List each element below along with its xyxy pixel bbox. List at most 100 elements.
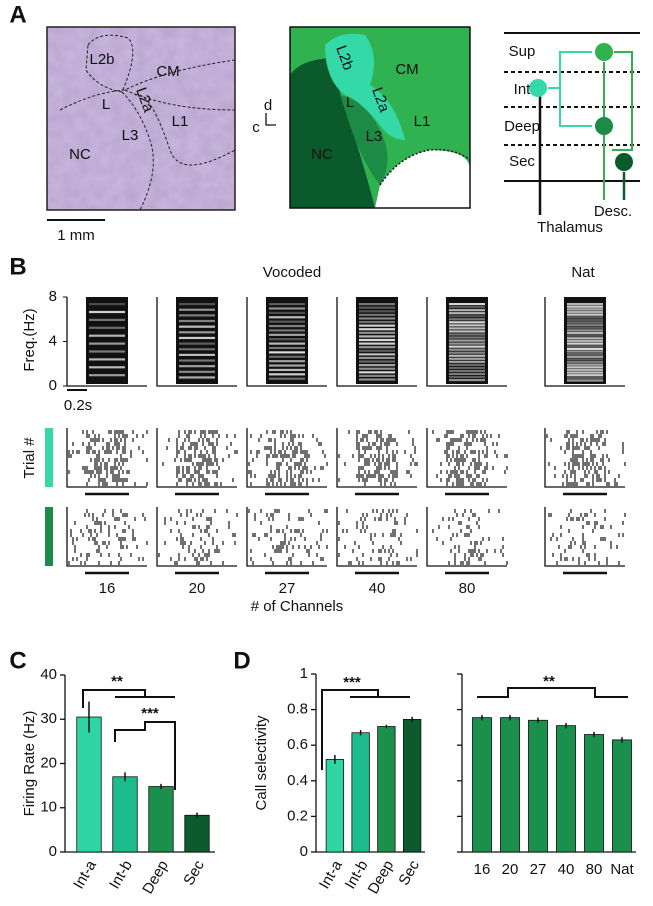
spectrogram-band <box>359 342 395 345</box>
spectrogram-band <box>567 360 603 364</box>
spectrogram-band <box>89 303 125 306</box>
x-tick-label: 27 <box>279 580 296 597</box>
spectrogram-band <box>89 326 125 329</box>
y-tick-label: 0 <box>300 843 308 860</box>
x-tick-label: Deep <box>365 857 398 897</box>
spectrogram-band <box>567 329 603 332</box>
x-tick-label: 40 <box>558 861 575 878</box>
bar <box>377 726 396 853</box>
spectrogram-band <box>449 351 485 354</box>
panel-letter: D <box>233 647 250 674</box>
x-tick-label: 80 <box>586 861 603 878</box>
spectrogram <box>176 297 218 384</box>
raster-axes <box>544 428 625 488</box>
spectrogram-band <box>449 372 485 376</box>
spectrogram-band <box>359 335 395 338</box>
y-tick-label: 0.2 <box>287 807 308 824</box>
bar <box>325 759 345 853</box>
raster-axes <box>246 507 327 567</box>
x-tick-label: 80 <box>459 580 476 597</box>
spectrogram-band <box>449 309 485 312</box>
spectrogram-band <box>449 318 485 321</box>
region-nc <box>290 58 375 208</box>
spectrogram-band <box>567 368 603 372</box>
spectrogram-band <box>449 378 485 382</box>
layer-label: Sup <box>509 43 536 60</box>
spectrogram-band <box>567 305 603 308</box>
raster-axes <box>336 507 417 567</box>
spectrogram-band <box>179 336 215 340</box>
group-label: Vocoded <box>263 264 321 281</box>
spectrogram-band <box>449 360 485 363</box>
bar <box>556 725 576 853</box>
spectrogram-band <box>89 374 125 377</box>
spectrogram-band <box>179 342 215 345</box>
spectrogram-band <box>449 327 485 330</box>
spectrogram-band <box>359 371 395 374</box>
raster-axes <box>426 507 507 567</box>
region-label: L2b <box>89 51 114 68</box>
layer-label: Sec <box>509 153 535 170</box>
region-label: L <box>346 94 354 111</box>
spectrogram-band <box>567 318 603 321</box>
spectrogram-band <box>89 342 125 345</box>
spectrogram-band <box>269 373 305 376</box>
spectrogram-band <box>179 331 215 334</box>
significance-label: *** <box>141 705 159 722</box>
schematic-boundary <box>379 148 471 186</box>
x-tick-label: 16 <box>474 861 491 878</box>
spectrogram-band <box>359 356 395 360</box>
bar <box>112 776 138 853</box>
spectrogram-axes <box>246 297 327 387</box>
region-label: CM <box>156 63 179 80</box>
spectrogram-band <box>179 325 215 328</box>
y-tick-label: 8 <box>49 288 57 305</box>
spectrogram-band <box>269 355 305 358</box>
spectrogram-band <box>179 308 215 311</box>
spectrogram-band <box>179 319 215 323</box>
spectrogram-band <box>567 376 603 379</box>
raster-axes <box>336 428 417 488</box>
spectrogram-band <box>567 379 603 382</box>
spectrogram-axes <box>426 297 507 387</box>
bar <box>472 717 492 853</box>
spectrogram-band <box>567 355 603 358</box>
region-label: L3 <box>122 127 139 144</box>
spectrogram-band <box>89 334 125 337</box>
significance-brackets <box>82 687 628 790</box>
circuit <box>504 32 640 215</box>
spectrogram-band <box>449 312 485 315</box>
group-bar <box>45 507 53 566</box>
y-axis-label: Trial # <box>21 437 38 479</box>
spectrogram-band <box>567 308 603 311</box>
spectrogram-band <box>269 329 305 332</box>
bar <box>528 719 548 853</box>
spectrogram-band <box>359 353 395 356</box>
spectrogram-axes <box>336 297 417 387</box>
bar <box>148 786 174 853</box>
region-outside <box>375 150 470 208</box>
spectrogram-band <box>89 358 125 361</box>
spectrogram-band <box>567 321 603 324</box>
spectrogram-band <box>359 367 395 370</box>
spectrogram-band <box>359 303 395 306</box>
region-label: L <box>102 96 110 113</box>
time-scale-label: 0.2s <box>64 397 92 414</box>
raster-spikes <box>68 430 148 486</box>
spectrogram-band <box>359 338 395 342</box>
spectrogram-band <box>359 313 395 316</box>
spectrogram-band <box>567 316 603 319</box>
spectrogram-band <box>567 331 603 335</box>
x-tick-label: 27 <box>530 861 547 878</box>
bar <box>612 739 632 853</box>
x-tick-label: 16 <box>99 580 116 597</box>
region-label: L1 <box>172 113 189 130</box>
spectrogram-band <box>567 303 603 306</box>
spectrogram-axes <box>544 297 625 387</box>
panel-letter: C <box>9 647 26 674</box>
raster-spikes <box>248 509 328 565</box>
y-tick-label: 20 <box>40 754 57 771</box>
raster-axes <box>156 507 237 567</box>
spectrogram-band <box>359 346 395 349</box>
spectrogram-band <box>359 374 395 378</box>
